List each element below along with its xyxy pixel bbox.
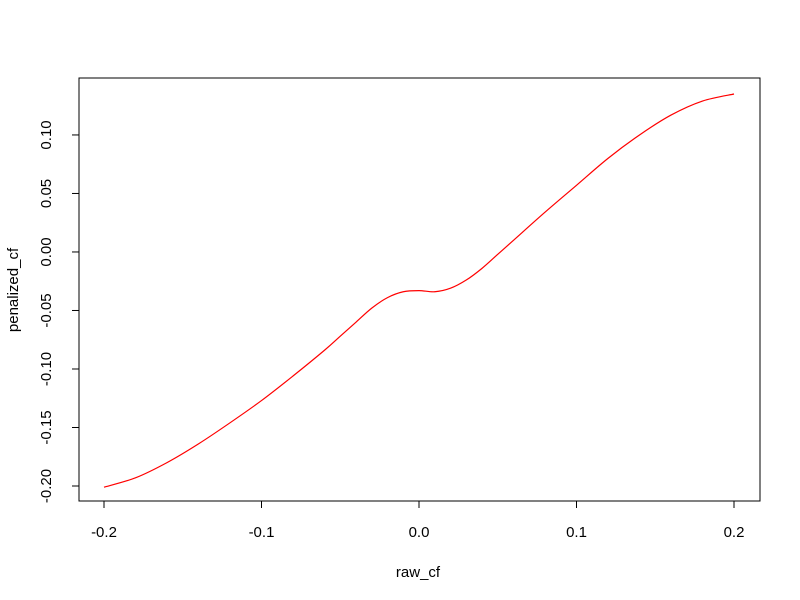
y-axis-title: penalized_cf xyxy=(5,247,22,332)
y-tick-label: 0.10 xyxy=(38,120,55,149)
x-tick-label: 0.2 xyxy=(724,524,745,541)
x-axis-title: raw_cf xyxy=(396,564,441,581)
series-line xyxy=(103,93,735,488)
x-tick-label: -0.1 xyxy=(249,524,275,541)
y-tick-label: -0.10 xyxy=(38,352,55,386)
x-tick-label: -0.2 xyxy=(91,524,117,541)
y-axis: -0.20 -0.15 -0.10 -0.05 0.00 0.05 0.10 xyxy=(38,120,80,503)
x-tick-label: 0.1 xyxy=(566,524,587,541)
y-tick-label: -0.05 xyxy=(38,293,55,327)
x-axis: -0.2 -0.1 0.0 0.1 0.2 xyxy=(91,500,745,541)
y-tick-label: -0.15 xyxy=(38,410,55,444)
y-tick-label: 0.05 xyxy=(38,179,55,208)
y-tick-label: -0.20 xyxy=(38,469,55,503)
x-tick-label: 0.0 xyxy=(409,524,430,541)
y-tick-label: 0.00 xyxy=(38,237,55,266)
